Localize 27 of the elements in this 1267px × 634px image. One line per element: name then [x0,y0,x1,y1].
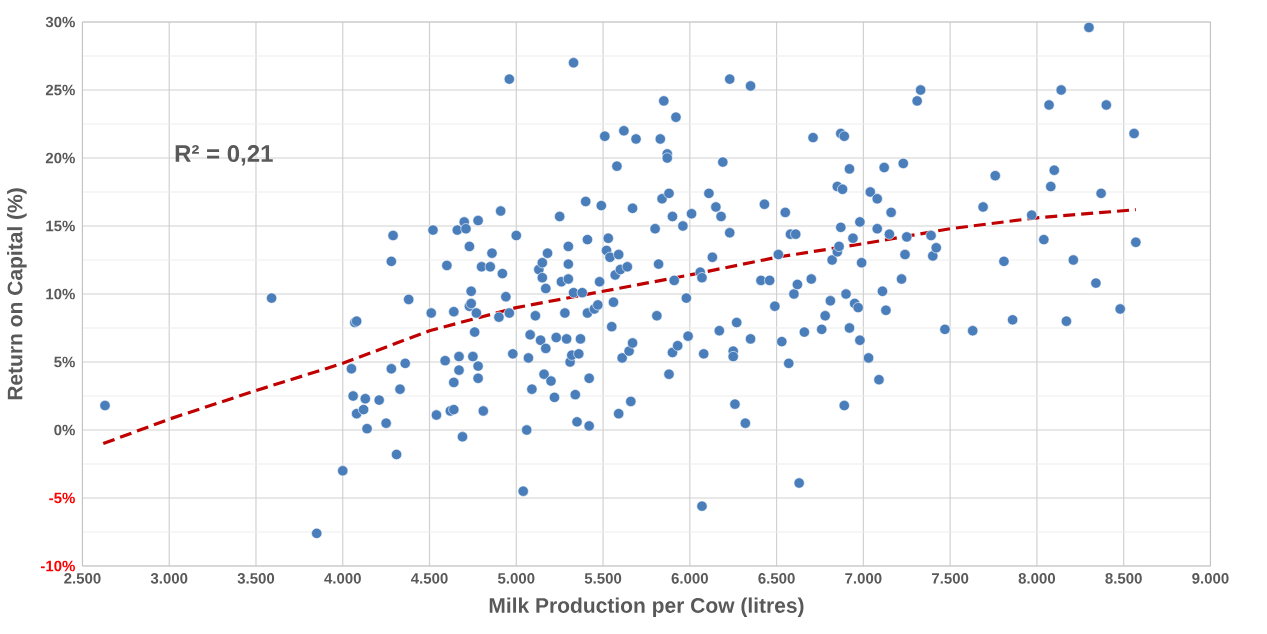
x-tick-label: 7.500 [932,573,969,584]
x-tick-label: 9.000 [1192,573,1229,584]
y-tick-label: 30% [45,16,75,28]
x-tick-label: 8.500 [1105,573,1142,584]
x-axis-title: Milk Production per Cow (litres) [489,597,804,618]
x-tick-label: 2.500 [64,573,101,584]
y-tick-label: -10% [40,560,75,572]
y-tick-label: -5% [49,492,75,504]
y-tick-label: 0% [54,424,75,436]
y-tick-label: 25% [45,84,75,96]
x-tick-label: 4.000 [324,573,361,584]
x-tick-label: 8.000 [1018,573,1056,584]
y-tick-label: 10% [46,288,75,300]
x-tick-label: 5.000 [497,573,535,584]
x-tick-label: 7.000 [845,573,882,584]
y-axis-title: Return on Capital (%) [7,188,27,400]
x-tick-label: 3.500 [237,573,275,584]
x-tick-label: 6.500 [758,573,795,584]
x-tick-label: 5.500 [584,573,622,584]
annotation: R² = 0,21 [175,145,273,166]
line-series [101,208,1138,446]
x-tick-label: 6.000 [671,573,708,584]
y-tick-label: 20% [45,152,75,164]
y-tick-label: 5% [54,356,75,368]
x-tick-label: 3.000 [150,573,188,584]
y-tick-label: 15% [46,220,75,232]
x-tick-label: 4.500 [410,573,448,584]
